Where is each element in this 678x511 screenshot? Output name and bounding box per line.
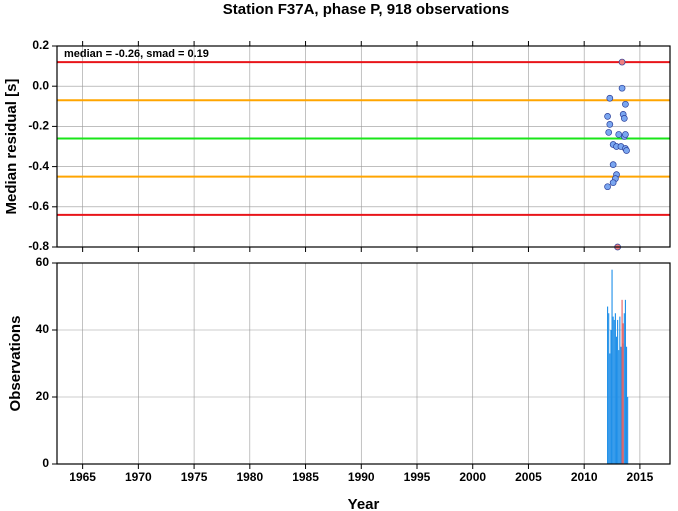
y-tick-label: 40 <box>36 322 50 336</box>
x-tick-label: 1965 <box>69 470 96 484</box>
histogram-bar <box>622 323 624 464</box>
y-tick-label: -0.6 <box>28 199 49 213</box>
data-point <box>605 129 613 136</box>
histogram-bar <box>617 319 619 464</box>
x-tick-label: 1985 <box>292 470 319 484</box>
data-point <box>618 58 626 66</box>
y-tick-label: -0.8 <box>28 239 49 253</box>
y-tick-label: 0.2 <box>32 38 49 52</box>
x-tick-label: 1990 <box>348 470 375 484</box>
histogram-bar <box>615 336 618 464</box>
histogram-bar <box>621 299 623 464</box>
figure-title: Station F37A, phase P, 918 observations <box>223 1 510 18</box>
x-tick-label: 1970 <box>125 470 152 484</box>
y-tick-label: 60 <box>36 255 50 269</box>
x-tick-label: 2015 <box>627 470 654 484</box>
histogram-bar <box>609 353 611 464</box>
histogram-bar <box>608 313 610 464</box>
y-tick-label: -0.4 <box>28 159 49 173</box>
x-tick-label: 1995 <box>404 470 431 484</box>
x-tick-label: 2010 <box>571 470 598 484</box>
x-tick-label: 2000 <box>459 470 486 484</box>
histogram-bar <box>623 313 625 464</box>
y-tick-label: 0 <box>42 456 49 470</box>
plot-frame <box>56 45 671 248</box>
histogram-bar <box>612 316 614 464</box>
data-point <box>618 84 626 92</box>
histogram-bar <box>618 350 620 464</box>
histogram-bar <box>611 269 613 464</box>
x-axis-label: Year <box>348 496 380 511</box>
data-point <box>620 115 628 122</box>
y-axis-label: Median residual [s] <box>3 79 20 215</box>
annotation: median = -0.26, smad = 0.19 <box>64 48 209 60</box>
histogram-bar <box>625 346 628 464</box>
plot-frame <box>56 262 671 465</box>
histogram-bar <box>613 319 615 464</box>
y-tick-label: 0.0 <box>32 78 49 92</box>
histogram-bar <box>627 397 629 464</box>
y-tick-label: -0.2 <box>28 119 49 133</box>
data-point <box>604 112 611 120</box>
data-point <box>623 147 630 154</box>
data-point <box>622 131 629 138</box>
histogram-bar <box>610 330 612 464</box>
histogram-bar <box>607 306 609 464</box>
y-tick-label: 20 <box>36 389 50 403</box>
data-point <box>609 179 617 187</box>
data-point <box>622 100 629 108</box>
data-point <box>604 183 611 191</box>
x-tick-label: 1980 <box>236 470 263 484</box>
data-point <box>606 94 614 102</box>
data-point <box>609 161 617 168</box>
histogram-bar <box>624 299 626 464</box>
histogram-bar <box>614 313 616 464</box>
x-tick-label: 2005 <box>515 470 542 484</box>
y-axis-label: Observations <box>7 316 24 412</box>
data-point <box>606 121 614 128</box>
data-point <box>615 131 623 138</box>
histogram-bar <box>619 316 621 464</box>
histogram-bar <box>620 346 622 464</box>
x-tick-label: 1975 <box>181 470 208 484</box>
